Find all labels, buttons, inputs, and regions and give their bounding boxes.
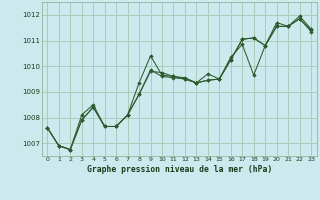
X-axis label: Graphe pression niveau de la mer (hPa): Graphe pression niveau de la mer (hPa) [87,165,272,174]
